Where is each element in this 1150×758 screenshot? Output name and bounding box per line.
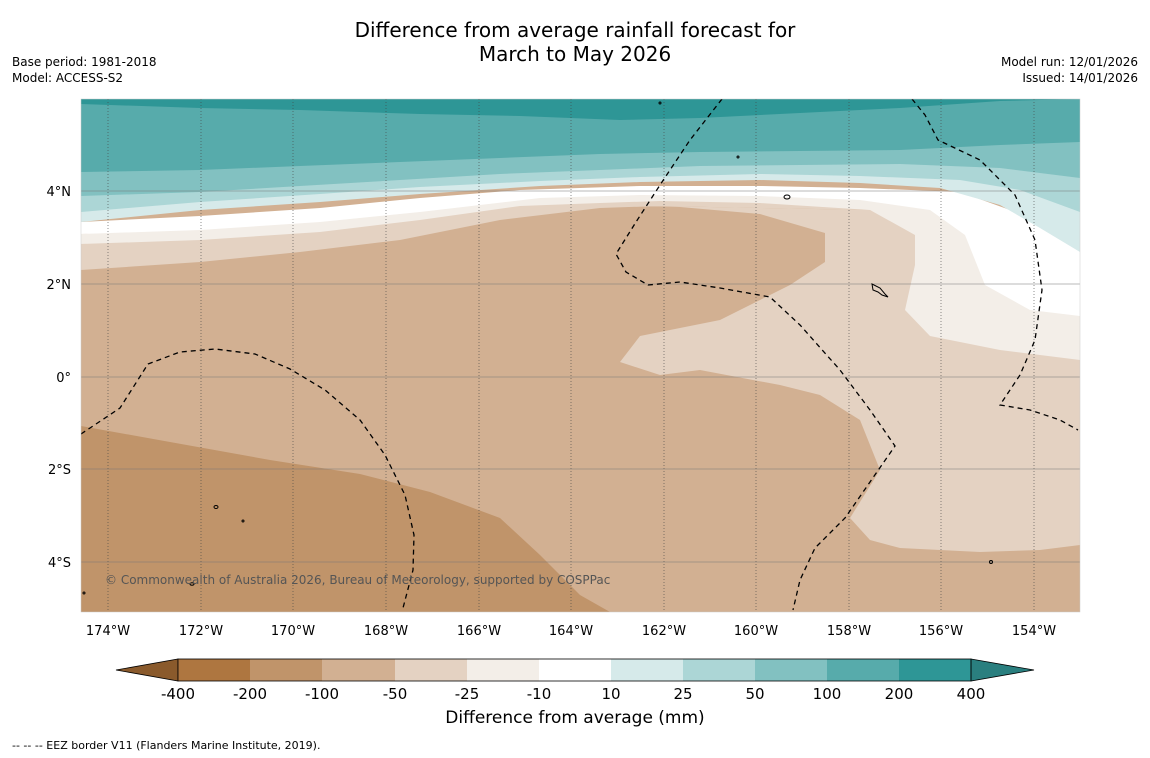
island-1 — [783, 194, 791, 200]
rainfall-anomaly-field — [81, 99, 1080, 612]
copyright-text: © Commonwealth of Australia 2026, Bureau… — [105, 573, 610, 587]
band-neg50-25-north — [81, 194, 1080, 310]
x-tick-162w: 162°W — [642, 624, 686, 639]
cb-label-p200: 200 — [885, 685, 914, 703]
colorbar-labels: -400 -200 -100 -50 -25 -10 10 25 50 100 … — [161, 685, 985, 703]
colorbar-extend-high — [970, 658, 1035, 682]
colorbar-seg-p50-p100 — [755, 659, 827, 681]
eez-border-central — [615, 99, 896, 611]
colorbar-seg-n25-n10 — [467, 659, 539, 681]
colorbar-outline — [177, 658, 972, 682]
title-line-1: Difference from average rainfall forecas… — [354, 18, 796, 42]
island-3 — [213, 505, 219, 509]
colorbar-extend-low — [115, 658, 179, 682]
y-tick-2s: 2°S — [48, 463, 71, 478]
x-tick-156w: 156°W — [919, 624, 963, 639]
island-2 — [871, 283, 889, 298]
colorbar-seg-n400-n200 — [178, 659, 250, 681]
cb-label-n100: -100 — [305, 685, 339, 703]
title-line-2: March to May 2026 — [478, 42, 672, 66]
colorbar-seg-n200-n100 — [250, 659, 322, 681]
cb-label-p400: 400 — [957, 685, 986, 703]
grid-horizontal — [81, 190, 1080, 563]
y-tick-0: 0° — [56, 371, 71, 386]
cb-label-n10: -10 — [527, 685, 552, 703]
colorbar-seg-p10-p25 — [611, 659, 683, 681]
meta-left: Base period: 1981-2018 Model: ACCESS-S2 — [12, 54, 157, 86]
band-pos200-400 — [81, 99, 1080, 120]
x-tick-170w: 170°W — [271, 624, 315, 639]
x-tick-160w: 160°W — [734, 624, 778, 639]
eez-legend-note: -- -- -- EEZ border V11 (Flanders Marine… — [12, 739, 321, 752]
island-5 — [989, 560, 993, 564]
colorbar-seg-n10-p10 — [539, 659, 611, 681]
colorbar-title: Difference from average (mm) — [445, 708, 705, 728]
x-tick-168w: 168°W — [364, 624, 408, 639]
cb-label-n25: -25 — [455, 685, 480, 703]
y-tick-4s: 4°S — [48, 556, 71, 571]
cb-label-n50: -50 — [383, 685, 408, 703]
eez-border-east — [911, 99, 1079, 431]
x-tick-166w: 166°W — [457, 624, 501, 639]
meta-right: Model run: 12/01/2026 Issued: 14/01/2026 — [1001, 54, 1138, 86]
colorbar-seg-n100-n50 — [322, 659, 395, 681]
islands — [82, 101, 993, 595]
island-4 — [189, 582, 195, 586]
cb-label-p25: 25 — [673, 685, 692, 703]
y-tick-4n: 4°N — [47, 185, 72, 200]
colorbar-seg-p25-p50 — [683, 659, 755, 681]
band-pos100-200 — [81, 99, 1080, 172]
cb-label-p100: 100 — [813, 685, 842, 703]
colorbar — [115, 658, 1035, 682]
x-axis-labels: 174°W 172°W 170°W 168°W 166°W 164°W 162°… — [86, 624, 1056, 639]
y-tick-2n: 2°N — [47, 278, 72, 293]
island-8 — [241, 519, 245, 523]
band-neg25-10 — [81, 191, 1080, 360]
chart-title: Difference from average rainfall forecas… — [0, 18, 1150, 66]
x-tick-158w: 158°W — [827, 624, 871, 639]
map-frame — [80, 98, 1081, 613]
x-tick-154w: 154°W — [1012, 624, 1056, 639]
model-run: Model run: 12/01/2026 — [1000, 55, 1138, 69]
cb-label-p10: 10 — [601, 685, 620, 703]
eez-borders — [81, 99, 1079, 611]
y-axis-labels: 4°N 2°N 0° 2°S 4°S — [47, 185, 72, 571]
island-7 — [736, 155, 740, 159]
issued-date: Issued: 14/01/2026 — [1022, 71, 1138, 85]
island-6 — [658, 101, 662, 105]
band-neutral — [81, 186, 1080, 316]
colorbar-seg-n50-n25 — [395, 659, 467, 681]
x-tick-164w: 164°W — [549, 624, 593, 639]
cb-label-p50: 50 — [745, 685, 764, 703]
colorbar-seg-p100-p200 — [827, 659, 899, 681]
colorbar-seg-p200-p400 — [899, 659, 971, 681]
band-neg200-100 — [81, 426, 610, 612]
x-tick-172w: 172°W — [179, 624, 223, 639]
island-9 — [82, 591, 86, 595]
cb-label-n400: -400 — [161, 685, 195, 703]
x-tick-174w: 174°W — [86, 624, 130, 639]
base-period: Base period: 1981-2018 — [12, 55, 157, 69]
cb-label-n200: -200 — [233, 685, 267, 703]
model-name: Model: ACCESS-S2 — [12, 71, 124, 85]
